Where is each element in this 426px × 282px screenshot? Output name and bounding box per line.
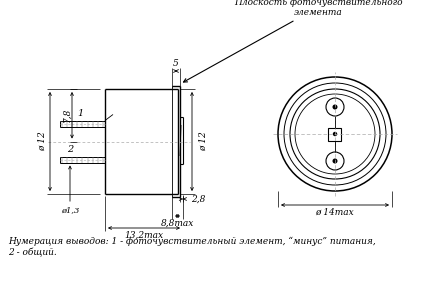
Text: ø1,3: ø1,3	[60, 206, 79, 214]
Text: ø 14max: ø 14max	[315, 208, 354, 217]
Circle shape	[333, 133, 336, 135]
Bar	[328, 127, 341, 140]
Text: 7,8: 7,8	[62, 108, 71, 122]
Text: 2,8: 2,8	[191, 195, 205, 204]
Text: ø 12: ø 12	[199, 132, 207, 151]
Text: 2: 2	[67, 145, 73, 154]
Text: 8,8max: 8,8max	[161, 219, 194, 228]
Text: 13,2max: 13,2max	[124, 231, 163, 240]
Text: Нумерация выводов: 1 - фоточувствительный элемент, “минус” питания,
2 - общий.: Нумерация выводов: 1 - фоточувствительны…	[8, 237, 375, 257]
Circle shape	[332, 159, 336, 163]
Text: ø 12: ø 12	[37, 132, 46, 151]
Text: 1: 1	[77, 109, 83, 118]
Text: Плоскость фоточувствительного
элемента: Плоскость фоточувствительного элемента	[183, 0, 401, 82]
Circle shape	[332, 105, 336, 109]
Text: 5: 5	[173, 59, 178, 68]
